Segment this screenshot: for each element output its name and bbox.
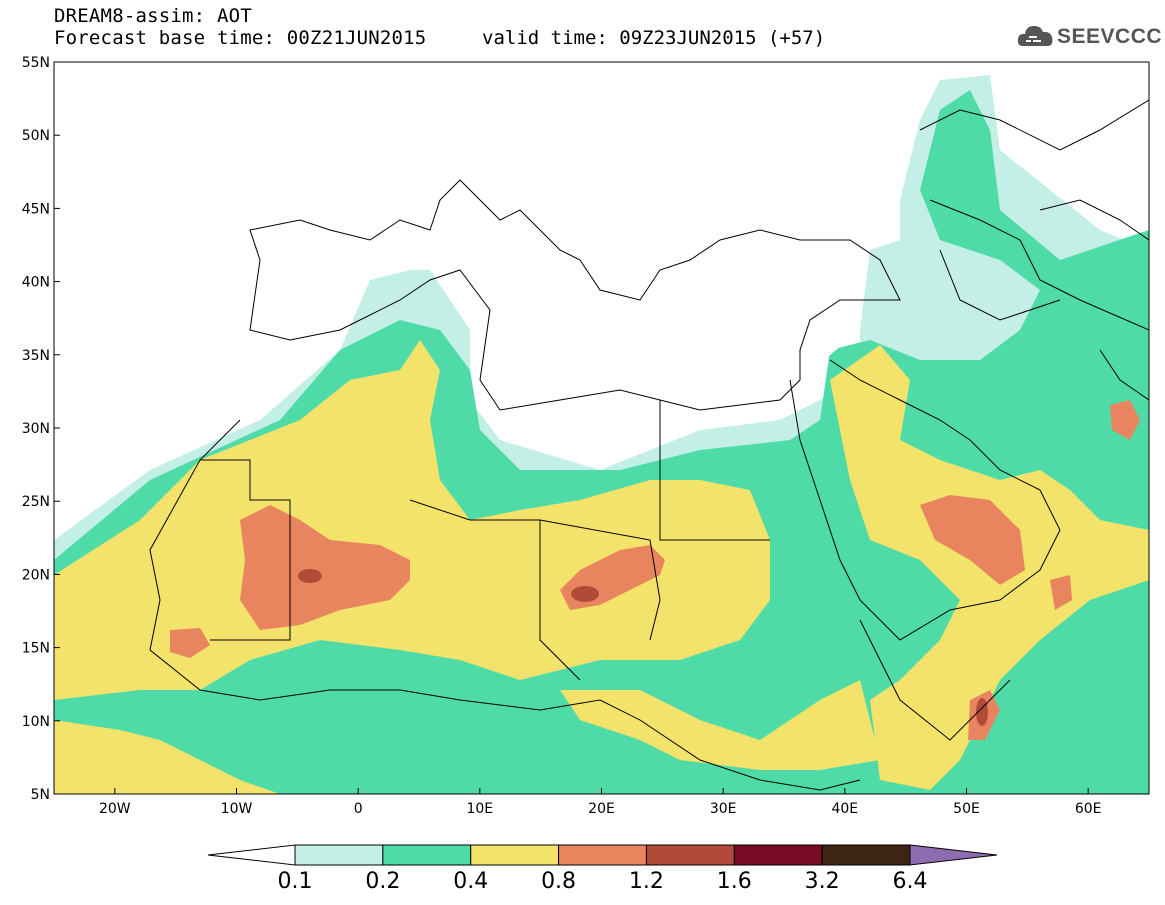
colorbar-swatch	[645, 844, 735, 866]
lat-label: 30N	[22, 421, 50, 437]
colorbar-label: 0.8	[541, 869, 577, 894]
lon-label: 50E	[953, 801, 980, 817]
forecast-base-time: Forecast base time: 00Z21JUN2015	[54, 27, 427, 49]
aot-band-0.8	[170, 628, 210, 658]
aot-band-0.4	[54, 720, 280, 794]
lat-label: 50N	[22, 128, 50, 144]
colorbar-swatch	[294, 844, 384, 866]
lon-label: 10W	[221, 801, 253, 817]
lat-label: 20N	[22, 567, 50, 583]
valid-time: valid time: 09Z23JUN2015 (+57)	[482, 27, 826, 49]
colorbar-label: 6.4	[892, 869, 928, 894]
colorbar-swatch	[558, 844, 647, 866]
colorbar-label: 3.2	[804, 869, 840, 894]
lat-label: 55N	[22, 55, 50, 71]
colorbar-low-arrow	[207, 844, 296, 866]
lon-label: 10E	[466, 801, 493, 817]
logo-text: SEEVCCC	[1057, 25, 1163, 48]
lon-label: 0	[354, 801, 363, 817]
colorbar-high-arrow	[909, 844, 998, 866]
lat-label: 40N	[22, 275, 50, 291]
lon-label: 40E	[831, 801, 858, 817]
lon-label: 60E	[1075, 801, 1102, 817]
aot-band-0.8	[1110, 400, 1140, 440]
map-title: DREAM8-assim: AOT	[54, 5, 252, 27]
colorbar-swatch	[821, 844, 911, 866]
colorbar-label: 1.6	[716, 869, 752, 894]
seevccc-logo: SEEVCCC	[1017, 22, 1162, 52]
aot-band-0.8	[920, 495, 1025, 585]
aot-band-1.2	[298, 569, 322, 583]
lat-label: 10N	[22, 714, 50, 730]
colorbar-label: 1.2	[628, 869, 664, 894]
lon-label: 30E	[710, 801, 737, 817]
lat-label: 35N	[22, 348, 50, 364]
cloud-icon	[1017, 26, 1053, 46]
aot-field	[54, 62, 1149, 794]
lat-label: 15N	[22, 641, 50, 657]
lon-label: 20E	[588, 801, 615, 817]
aot-band-0.8	[240, 505, 410, 630]
colorbar-label: 0.2	[365, 869, 401, 894]
colorbar-swatch	[470, 844, 560, 866]
clear-region	[54, 62, 900, 420]
coastlines	[149, 99, 1149, 791]
lat-label: 5N	[31, 787, 50, 803]
aot-band-0.8	[1050, 575, 1072, 610]
colorbar-swatch	[382, 844, 472, 866]
aot-band-1.2	[571, 586, 599, 602]
aot-band-0.4	[560, 680, 880, 770]
lat-label: 25N	[22, 494, 50, 510]
colorbar-label: 0.4	[453, 869, 489, 894]
colorbar-label: 0.1	[277, 869, 313, 894]
lat-label: 45N	[22, 201, 50, 217]
colorbar-swatch	[733, 844, 823, 866]
lon-label: 20W	[99, 801, 131, 817]
aot-band-0.4	[54, 340, 770, 700]
map-axes: 55N 50N 45N 40N 35N 30N 25N 20N 15N 10N 5N 20W 10W 0 1…	[22, 55, 1102, 817]
